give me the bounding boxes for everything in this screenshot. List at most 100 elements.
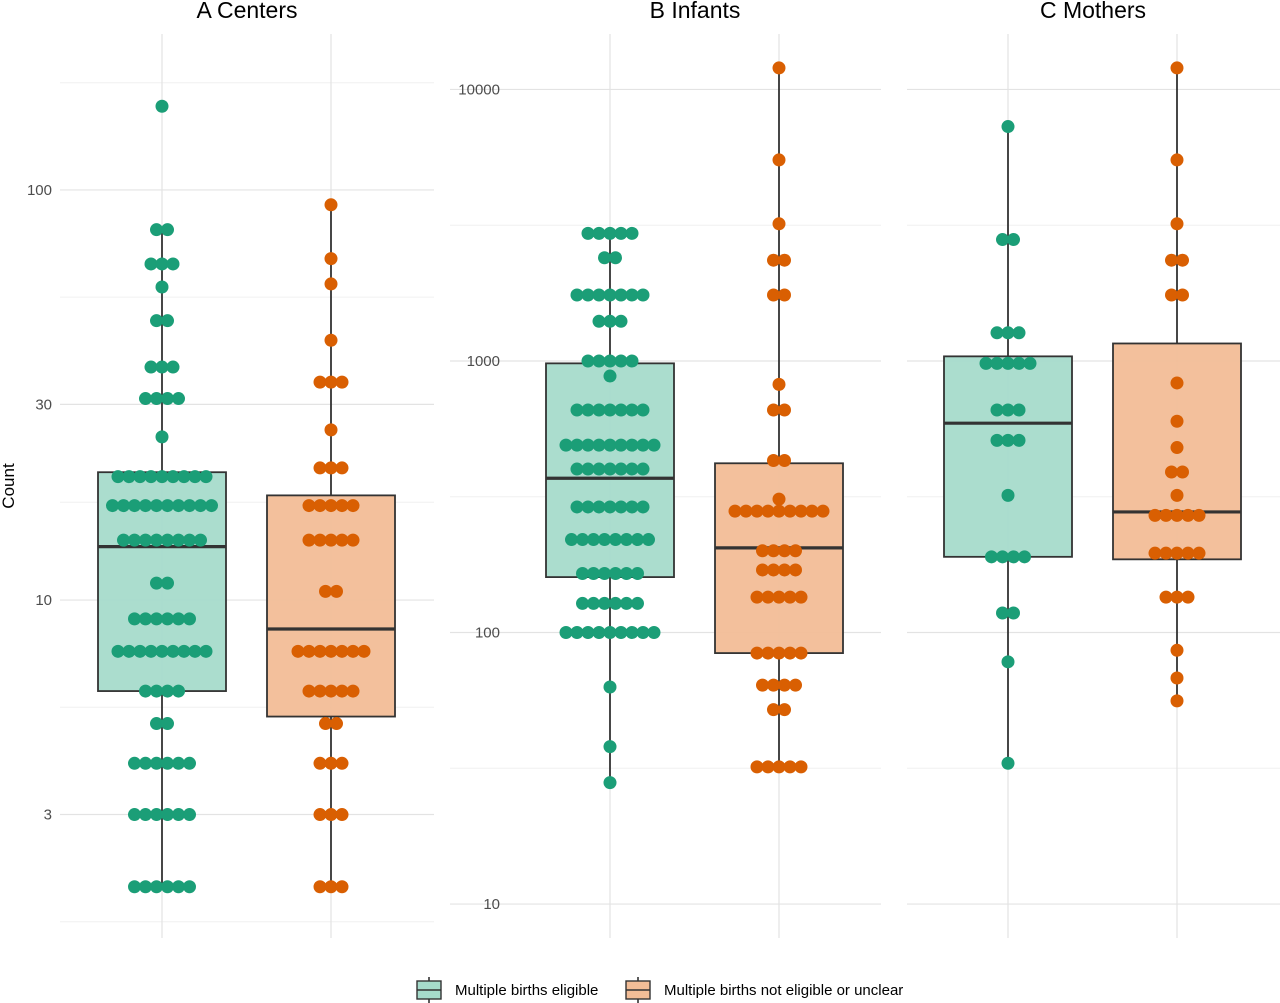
data-point-eligible — [592, 226, 606, 240]
data-point-eligible — [996, 550, 1009, 564]
data-point-eligible — [1018, 550, 1031, 564]
data-point-eligible — [625, 354, 639, 368]
data-point-not_eligible — [778, 454, 791, 468]
data-point-eligible — [625, 226, 639, 240]
data-point-not_eligible — [313, 808, 327, 822]
data-point-not_eligible — [783, 760, 797, 774]
data-point-not_eligible — [346, 644, 360, 658]
data-point-not_eligible — [750, 646, 764, 660]
data-point-eligible — [144, 470, 158, 484]
data-point-eligible — [111, 470, 125, 484]
data-point-not_eligible — [302, 533, 316, 547]
data-point-not_eligible — [324, 423, 338, 437]
panel-title: C Mothers — [1040, 0, 1146, 23]
legend: Multiple births eligible Multiple births … — [416, 977, 903, 1003]
data-point-not_eligible — [1170, 546, 1184, 560]
data-point-eligible — [620, 596, 633, 610]
data-point-not_eligible — [756, 563, 769, 577]
data-point-not_eligible — [313, 756, 327, 770]
data-point-eligible — [614, 354, 628, 368]
data-point-not_eligible — [783, 504, 797, 518]
data-point-eligible — [609, 596, 622, 610]
panel-title: A Centers — [197, 0, 298, 23]
data-point-not_eligible — [346, 499, 360, 513]
data-point-eligible — [150, 392, 163, 406]
data-point-eligible — [183, 533, 196, 547]
data-point-eligible — [161, 612, 174, 626]
data-point-eligible — [139, 808, 152, 822]
data-point-not_eligible — [1165, 253, 1178, 267]
data-point-not_eligible — [767, 703, 780, 717]
data-point-eligible — [581, 226, 595, 240]
data-point-not_eligible — [1192, 546, 1206, 560]
data-point-eligible — [581, 462, 595, 476]
data-point-eligible — [166, 257, 180, 271]
data-point-eligible — [117, 533, 130, 547]
data-point-not_eligible — [330, 584, 343, 598]
data-point-not_eligible — [756, 678, 769, 692]
data-point-not_eligible — [767, 678, 780, 692]
data-point-not_eligible — [772, 377, 786, 391]
data-point-not_eligible — [778, 678, 791, 692]
data-point-not_eligible — [789, 544, 802, 558]
data-point-eligible — [647, 438, 661, 452]
data-point-eligible — [177, 644, 191, 658]
data-point-eligible — [598, 533, 611, 547]
data-point-eligible — [592, 500, 606, 514]
data-point-eligible — [570, 403, 584, 417]
data-point-not_eligible — [291, 644, 305, 658]
data-point-not_eligible — [1159, 508, 1173, 522]
data-point-not_eligible — [324, 252, 338, 266]
data-point-not_eligible — [794, 590, 808, 604]
data-point-eligible — [139, 499, 152, 513]
data-point-eligible — [609, 251, 622, 265]
legend-key-eligible — [416, 977, 442, 1003]
data-point-eligible — [144, 257, 158, 271]
data-point-not_eligible — [335, 375, 349, 389]
data-point-not_eligible — [767, 253, 780, 267]
data-point-eligible — [144, 360, 158, 374]
data-point-eligible — [642, 533, 655, 547]
data-point-not_eligible — [816, 504, 830, 518]
data-point-eligible — [161, 808, 174, 822]
data-point-eligible — [603, 740, 617, 754]
data-point-eligible — [172, 392, 185, 406]
data-point-not_eligible — [1176, 465, 1189, 479]
data-point-eligible — [625, 626, 639, 640]
data-point-not_eligible — [319, 717, 332, 731]
panel-2: 10 100 1000 10000 B Infants — [450, 0, 881, 938]
data-point-not_eligible — [761, 590, 775, 604]
y-tick-label: 10000 — [458, 81, 500, 98]
data-point-eligible — [150, 314, 163, 328]
data-point-eligible — [155, 360, 169, 374]
data-point-not_eligible — [778, 288, 791, 302]
data-point-eligible — [598, 566, 611, 580]
data-point-eligible — [1012, 326, 1026, 340]
data-point-not_eligible — [324, 198, 338, 212]
data-point-not_eligible — [772, 492, 786, 506]
y-tick-label: 100 — [475, 625, 500, 642]
data-point-eligible — [139, 392, 152, 406]
data-point-eligible — [614, 438, 628, 452]
data-point-eligible — [155, 99, 169, 113]
data-point-eligible — [133, 470, 147, 484]
data-point-eligible — [996, 606, 1009, 620]
data-point-not_eligible — [335, 461, 349, 475]
data-point-eligible — [620, 566, 633, 580]
data-point-not_eligible — [335, 533, 349, 547]
data-point-eligible — [631, 566, 644, 580]
data-point-not_eligible — [1148, 508, 1162, 522]
data-point-not_eligible — [761, 646, 775, 660]
data-point-eligible — [128, 612, 141, 626]
data-point-eligible — [1001, 756, 1015, 770]
data-point-eligible — [155, 257, 169, 271]
data-point-eligible — [161, 314, 174, 328]
data-point-eligible — [603, 626, 617, 640]
data-point-eligible — [106, 499, 119, 513]
data-point-not_eligible — [1181, 590, 1195, 604]
data-point-not_eligible — [794, 760, 808, 774]
data-point-eligible — [625, 462, 639, 476]
data-point-eligible — [570, 500, 584, 514]
y-axis-title: Count — [0, 463, 18, 509]
data-point-eligible — [990, 433, 1004, 447]
